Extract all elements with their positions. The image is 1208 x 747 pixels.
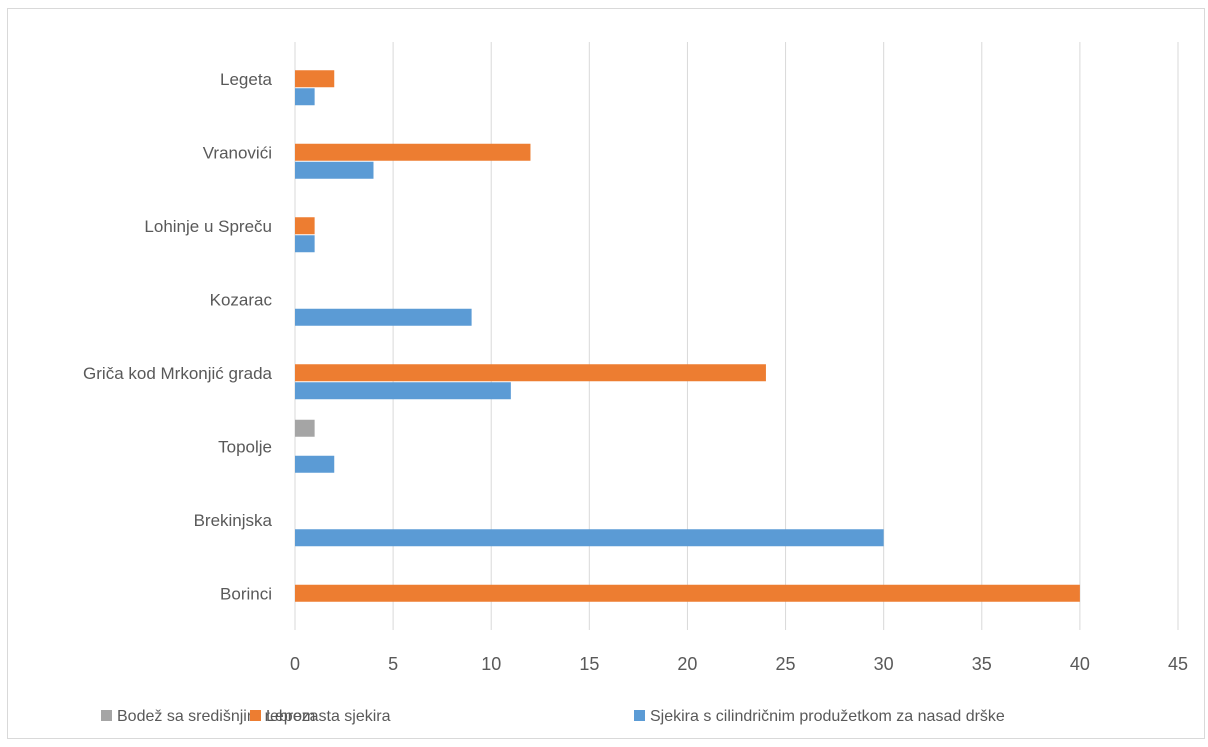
category-label: Kozarac [210,290,273,309]
bar [295,455,335,473]
legend-swatch [250,710,261,721]
bar [295,217,315,235]
x-tick-label: 45 [1168,654,1188,674]
bar [295,161,374,179]
bar [295,70,335,88]
bar [295,584,1080,602]
category-labels: Borinci Brekinjska Topolje Griča kod Mrkonj… [83,70,273,604]
category-label: Brekinjska [194,511,273,530]
bars [295,70,1080,602]
bar [295,419,315,437]
x-tick-label: 15 [579,654,599,674]
x-tick-label: 10 [481,654,501,674]
x-tick-label: 5 [388,654,398,674]
bar [295,308,472,326]
chart-border [7,8,1205,739]
bar [295,382,511,400]
category-label: Lohinje u Spreču [144,217,272,236]
bar [295,143,531,161]
x-tick-label: 25 [776,654,796,674]
bar [295,529,884,547]
legend-swatch [634,710,645,721]
category-label: Topolje [218,437,272,456]
legend-swatch [101,710,112,721]
legend-label: Bodež sa središnjim rebrom [117,708,315,725]
bar [295,88,315,106]
x-tick-label: 30 [874,654,894,674]
bar [295,364,766,382]
category-label: Legeta [220,70,273,89]
x-tick-label: 40 [1070,654,1090,674]
category-label: Griča kod Mrkonjić grada [83,364,273,383]
legend-label: Sjekira s cilindričnim produžetkom za na… [650,708,1005,725]
category-label: Borinci [220,584,272,603]
x-tick-label: 20 [677,654,697,674]
bar [295,235,315,253]
legend-label: Lepezasta sjekira [266,708,391,725]
x-tick-label: 35 [972,654,992,674]
x-tick-label: 0 [290,654,300,674]
category-label: Vranovići [203,143,272,162]
x-tick-labels: 0 5 10 15 20 25 30 35 40 45 [290,654,1188,674]
